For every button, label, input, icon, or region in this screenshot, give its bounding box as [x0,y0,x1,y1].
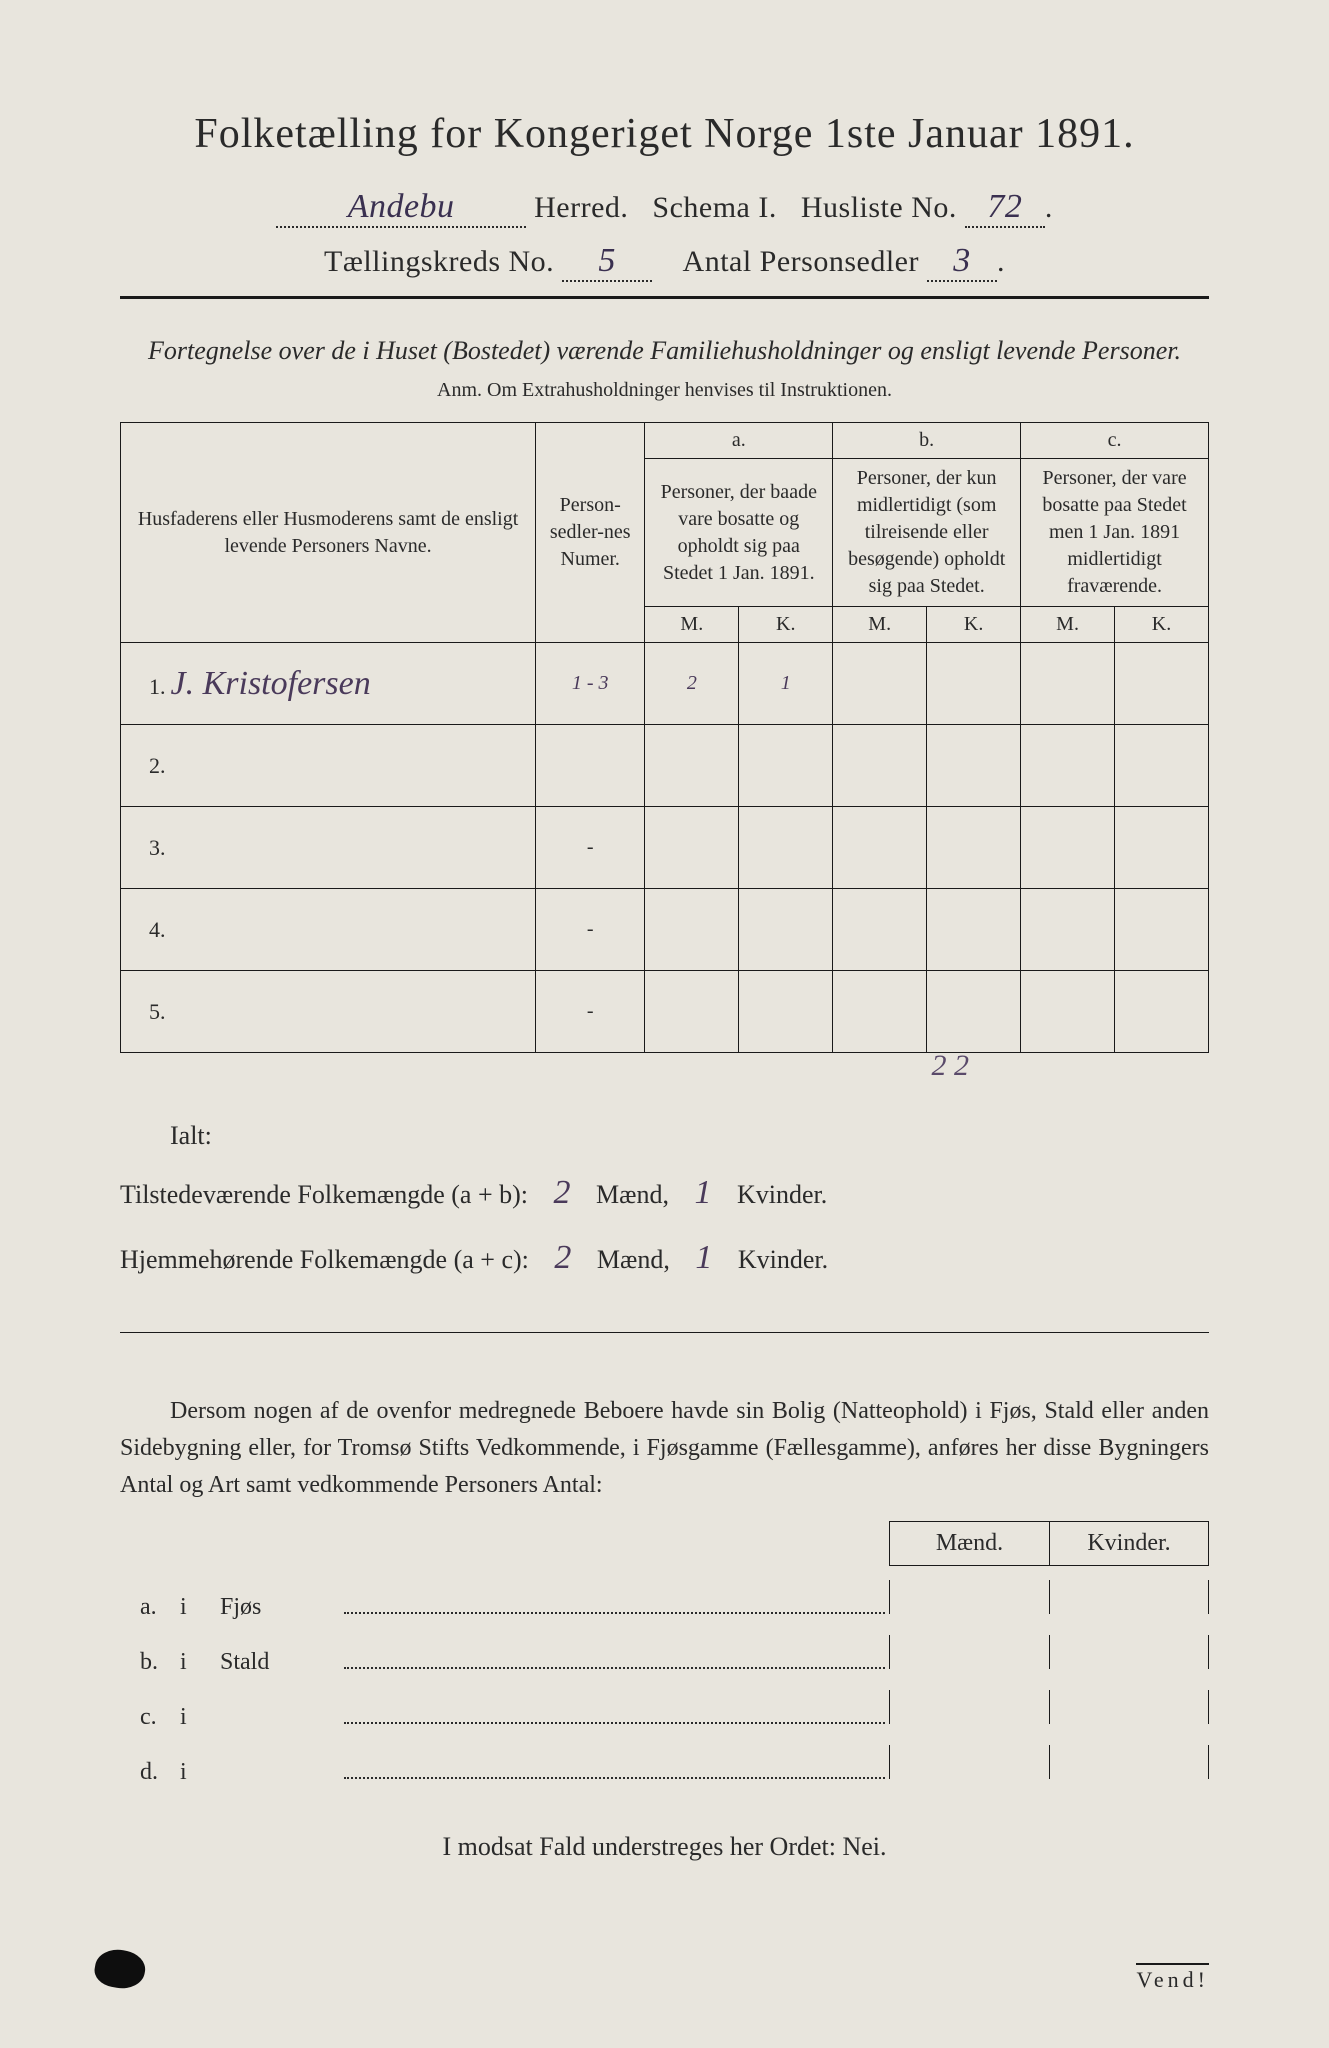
header-line-2: Tællingskreds No. 5 Antal Personsedler 3… [120,242,1209,282]
row-bm [833,643,927,725]
list-item: b. i Stald [120,1635,1209,1676]
row-name: 5. [121,971,536,1053]
row-ck [1115,643,1209,725]
building-list: a. i Fjøs b. i Stald c. i d. i [120,1580,1209,1786]
annotation: Anm. Om Extrahusholdninger henvises til … [120,379,1209,402]
col-b-k: K. [927,607,1021,643]
row-num: 1 - 3 [536,643,645,725]
col-b-m: M. [833,607,927,643]
husliste-value: 72 [965,188,1045,228]
col-c-m: M. [1021,607,1115,643]
schema-label: Schema I. [652,191,776,224]
col-c-k: K. [1115,607,1209,643]
row-num [536,725,645,807]
col-a-m: M. [645,607,739,643]
subheading: Fortegnelse over de i Huset (Bostedet) v… [120,333,1209,369]
list-item: a. i Fjøs [120,1580,1209,1621]
col-name-header: Husfaderens eller Husmoderens samt de en… [121,423,536,643]
hjemme-m: 2 [535,1226,590,1292]
census-form-page: Folketælling for Kongeriget Norge 1ste J… [0,0,1329,2048]
dotted-line [344,1592,885,1614]
row-name: 4. [121,889,536,971]
kvinder-label: Kvinder. [738,1245,828,1274]
hjemme-label: Hjemmehørende Folkemængde (a + c): [120,1235,529,1284]
row-name: 2. [121,725,536,807]
tilstede-m: 2 [535,1161,590,1227]
table-row: 3. - [121,807,1209,889]
col-a-text: Personer, der baade vare bosatte og opho… [645,459,833,607]
hjemme-k: 1 [676,1226,731,1292]
kvinder-col: Kvinder. [1049,1521,1209,1566]
col-a-label: a. [645,423,833,459]
row-name: 1. J. Kristofersen [121,643,536,725]
household-table: Husfaderens eller Husmoderens samt de en… [120,422,1209,1053]
table-row: 5. - [121,971,1209,1053]
col-c-text: Personer, der vare bosatte paa Stedet me… [1021,459,1209,607]
list-item: d. i [120,1745,1209,1786]
mk-header: Mænd. Kvinder. [120,1521,1209,1566]
col-a-k: K. [739,607,833,643]
personsedler-value: 3 [927,242,997,282]
table-row: 2. [121,725,1209,807]
divider [120,296,1209,299]
table-row: 4. - [121,889,1209,971]
list-item: c. i [120,1690,1209,1731]
tilstede-label: Tilstedeværende Folkemængde (a + b): [120,1170,528,1219]
tilstede-k: 1 [675,1161,730,1227]
herred-label: Herred. [534,191,628,224]
col-b-text: Personer, der kun midlertidigt (som tilr… [833,459,1021,607]
building-paragraph: Dersom nogen af de ovenfor medregnede Be… [120,1393,1209,1505]
kreds-value: 5 [562,242,652,282]
totals-block: Ialt: Tilstedeværende Folkemængde (a + b… [120,1111,1209,1292]
husliste-label: Husliste No. [801,191,957,224]
footer-text: I modsat Fald understreges her Ordet: Ne… [120,1832,1209,1862]
page-title: Folketælling for Kongeriget Norge 1ste J… [120,110,1209,158]
row-ak: 1 [739,643,833,725]
col-num-header: Person-sedler-nes Numer. [536,423,645,643]
maend-col: Mænd. [889,1521,1049,1566]
row-cm [1021,643,1115,725]
dotted-line [344,1702,885,1724]
kreds-label: Tællingskreds No. [324,245,554,278]
row-num: - [536,807,645,889]
row-num: - [536,971,645,1053]
col-c-label: c. [1021,423,1209,459]
row-num: - [536,889,645,971]
personsedler-label: Antal Personsedler [683,245,919,278]
dotted-line [344,1757,885,1779]
ink-blot-icon [92,1946,148,1992]
divider [120,1332,1209,1333]
ialt-label: Ialt: [120,1111,1209,1160]
tally-marks: 2 2 [120,1049,1209,1083]
dotted-line [344,1647,885,1669]
herred-value: Andebu [276,188,526,228]
turn-over-label: Vend! [1136,1963,1209,1993]
row-name: 3. [121,807,536,889]
kvinder-label: Kvinder. [737,1180,827,1209]
row-bk [927,643,1021,725]
col-b-label: b. [833,423,1021,459]
header-line-1: Andebu Herred. Schema I. Husliste No. 72… [120,188,1209,228]
maend-label: Mænd, [597,1245,670,1274]
row-am: 2 [645,643,739,725]
table-row: 1. J. Kristofersen 1 - 3 2 1 [121,643,1209,725]
maend-label: Mænd, [596,1180,669,1209]
